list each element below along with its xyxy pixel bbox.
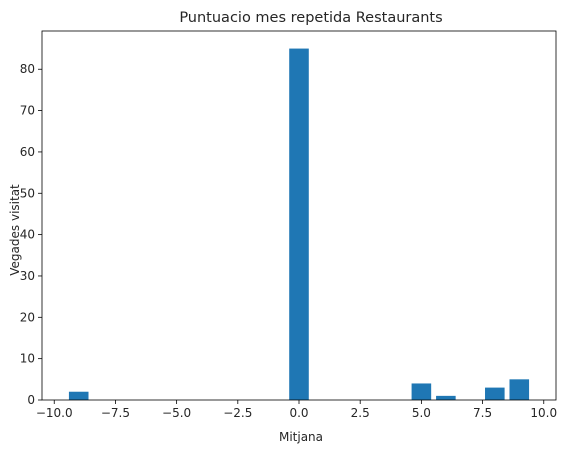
y-tick-label: 50 [20,186,35,200]
bar [436,395,456,400]
y-tick-label: 40 [20,228,35,242]
y-tick-label: 70 [20,104,35,118]
y-tick-label: 20 [20,310,35,324]
y-tick-label: 0 [27,393,35,407]
x-axis-label: Mitjana [279,430,323,444]
x-tick-label: −2.5 [223,406,252,420]
y-tick-label: 30 [20,269,35,283]
x-tick-label: 7.5 [473,406,492,420]
x-tick-label: 5.0 [412,406,431,420]
y-tick-label: 10 [20,352,35,366]
bar [68,391,89,400]
bar [289,48,309,400]
x-tick-label: −5.0 [162,406,191,420]
x-tick-label: −7.5 [101,406,130,420]
y-axis-label: Vegades visitat [8,184,22,276]
x-tick-label: 10.0 [530,406,557,420]
x-tick-label: −10.0 [36,406,73,420]
y-tick-label: 60 [20,145,35,159]
y-tick-label: 80 [20,62,35,76]
bars-group [68,48,530,400]
bar [509,379,530,400]
x-tick-label: 2.5 [351,406,370,420]
bar [485,387,505,400]
bar [411,383,432,400]
y-axis-ticks: 0 10 20 30 40 50 60 70 80 [20,62,42,407]
x-tick-label: 0.0 [289,406,308,420]
chart-title: Puntuacio mes repetida Restaurants [179,10,442,26]
x-axis-ticks: −10.0 −7.5 −5.0 −2.5 0.0 2.5 5.0 7.5 10.0 [36,400,557,420]
